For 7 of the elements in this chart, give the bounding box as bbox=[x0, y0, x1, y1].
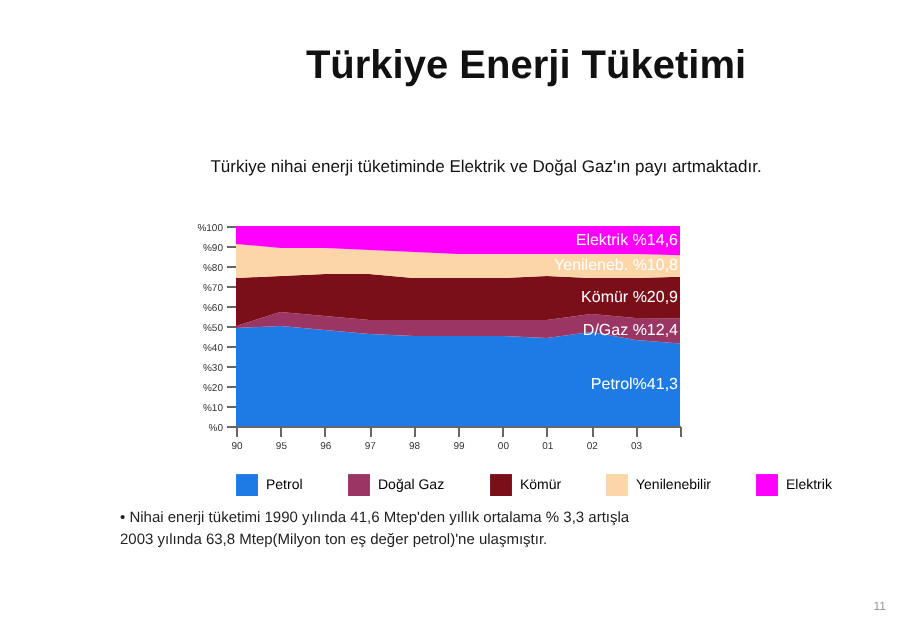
annotation: D/Gaz %12,4 bbox=[582, 321, 680, 339]
chart-subtitle: Türkiye nihai enerji tüketiminde Elektrik ve Doğal Gaz'ın payı artmaktadır. bbox=[210, 156, 762, 176]
annotation: Kömür %20,9 bbox=[581, 287, 680, 306]
annotation: Elektrik %14,6 bbox=[575, 230, 680, 249]
annotation: Yenileneb. %10,8 bbox=[554, 256, 680, 274]
annotation: Petrol%41,3 bbox=[590, 374, 680, 393]
chart-title: Türkiye Enerji Tüketimi bbox=[305, 44, 747, 88]
